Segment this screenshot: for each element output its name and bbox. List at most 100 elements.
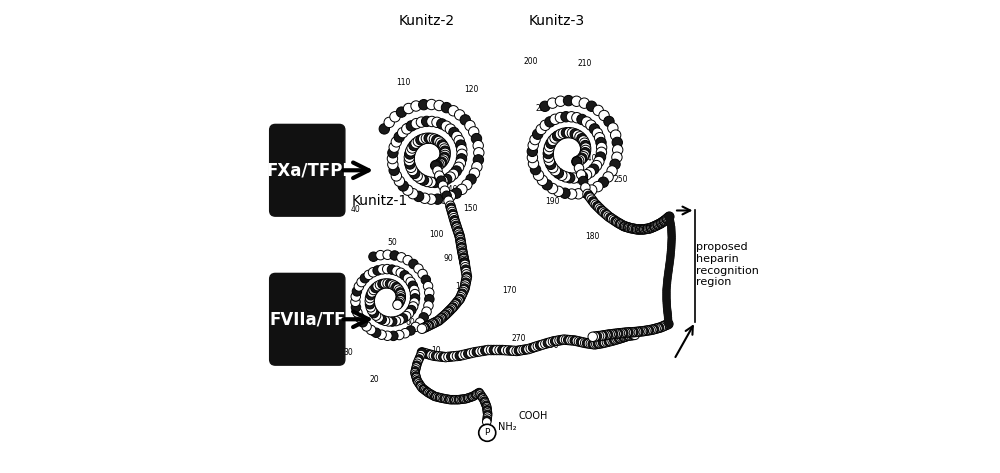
Circle shape [455, 158, 466, 168]
Circle shape [457, 149, 467, 159]
Circle shape [428, 391, 436, 399]
Circle shape [409, 285, 419, 295]
Circle shape [573, 189, 584, 199]
Circle shape [373, 281, 382, 291]
Text: NH₂: NH₂ [498, 421, 516, 432]
Circle shape [553, 168, 564, 178]
Circle shape [659, 217, 668, 226]
Circle shape [457, 246, 467, 255]
Circle shape [469, 127, 479, 137]
Circle shape [421, 386, 430, 395]
Circle shape [411, 368, 419, 377]
Circle shape [352, 287, 362, 296]
Circle shape [627, 224, 636, 233]
Circle shape [586, 101, 597, 112]
Circle shape [434, 100, 444, 111]
Circle shape [446, 395, 455, 404]
Circle shape [648, 325, 657, 334]
Circle shape [658, 322, 667, 332]
Circle shape [594, 203, 604, 212]
Circle shape [531, 342, 540, 351]
Circle shape [620, 222, 630, 231]
Circle shape [415, 173, 425, 184]
Circle shape [443, 395, 451, 403]
Circle shape [380, 316, 390, 325]
Text: 260: 260 [545, 341, 559, 350]
Circle shape [391, 316, 401, 326]
Circle shape [630, 224, 639, 234]
Circle shape [642, 326, 652, 335]
Circle shape [415, 318, 425, 327]
Circle shape [454, 230, 464, 239]
Circle shape [393, 300, 402, 309]
Circle shape [384, 317, 393, 326]
Circle shape [378, 265, 387, 274]
Circle shape [637, 225, 647, 234]
Circle shape [366, 290, 375, 300]
Circle shape [640, 225, 649, 234]
Circle shape [664, 319, 673, 329]
Circle shape [461, 280, 470, 289]
Circle shape [654, 219, 663, 229]
Circle shape [548, 337, 558, 346]
Circle shape [451, 219, 460, 229]
Circle shape [452, 131, 462, 141]
Circle shape [561, 335, 571, 344]
Circle shape [663, 280, 671, 287]
Text: 200: 200 [523, 57, 538, 66]
Circle shape [612, 152, 622, 162]
Circle shape [641, 224, 651, 234]
Circle shape [460, 260, 470, 270]
Circle shape [373, 266, 382, 275]
Circle shape [401, 311, 411, 321]
Circle shape [448, 105, 459, 116]
Circle shape [444, 352, 453, 361]
Circle shape [389, 165, 399, 175]
Circle shape [456, 154, 467, 164]
Circle shape [445, 191, 456, 201]
Circle shape [469, 348, 479, 357]
Circle shape [411, 101, 421, 111]
Circle shape [624, 328, 633, 337]
Circle shape [454, 395, 463, 404]
Circle shape [431, 317, 440, 327]
FancyBboxPatch shape [270, 124, 345, 216]
Circle shape [445, 172, 455, 182]
Circle shape [661, 215, 670, 225]
Circle shape [448, 303, 457, 312]
FancyBboxPatch shape [270, 273, 345, 365]
Circle shape [567, 128, 578, 138]
Circle shape [429, 391, 438, 400]
Circle shape [458, 248, 467, 257]
Circle shape [560, 188, 570, 198]
Circle shape [563, 335, 573, 345]
Circle shape [598, 207, 608, 217]
Circle shape [577, 133, 587, 144]
Circle shape [413, 136, 424, 147]
Circle shape [666, 215, 673, 222]
Circle shape [593, 201, 602, 211]
Circle shape [659, 321, 669, 331]
Circle shape [439, 352, 448, 361]
Circle shape [427, 116, 437, 127]
Circle shape [651, 324, 660, 333]
Circle shape [481, 346, 490, 355]
Circle shape [435, 171, 444, 180]
Circle shape [377, 330, 386, 340]
Circle shape [483, 409, 492, 417]
Circle shape [355, 313, 364, 323]
Circle shape [619, 221, 629, 231]
Circle shape [483, 345, 493, 355]
Text: 180: 180 [585, 232, 599, 241]
Circle shape [558, 128, 569, 139]
Circle shape [351, 292, 360, 301]
Circle shape [436, 176, 446, 185]
Circle shape [474, 148, 484, 158]
Circle shape [617, 220, 626, 229]
Circle shape [416, 381, 424, 389]
Circle shape [580, 145, 591, 156]
Circle shape [409, 140, 419, 150]
Circle shape [594, 132, 605, 143]
Circle shape [374, 313, 383, 323]
Circle shape [441, 352, 450, 362]
